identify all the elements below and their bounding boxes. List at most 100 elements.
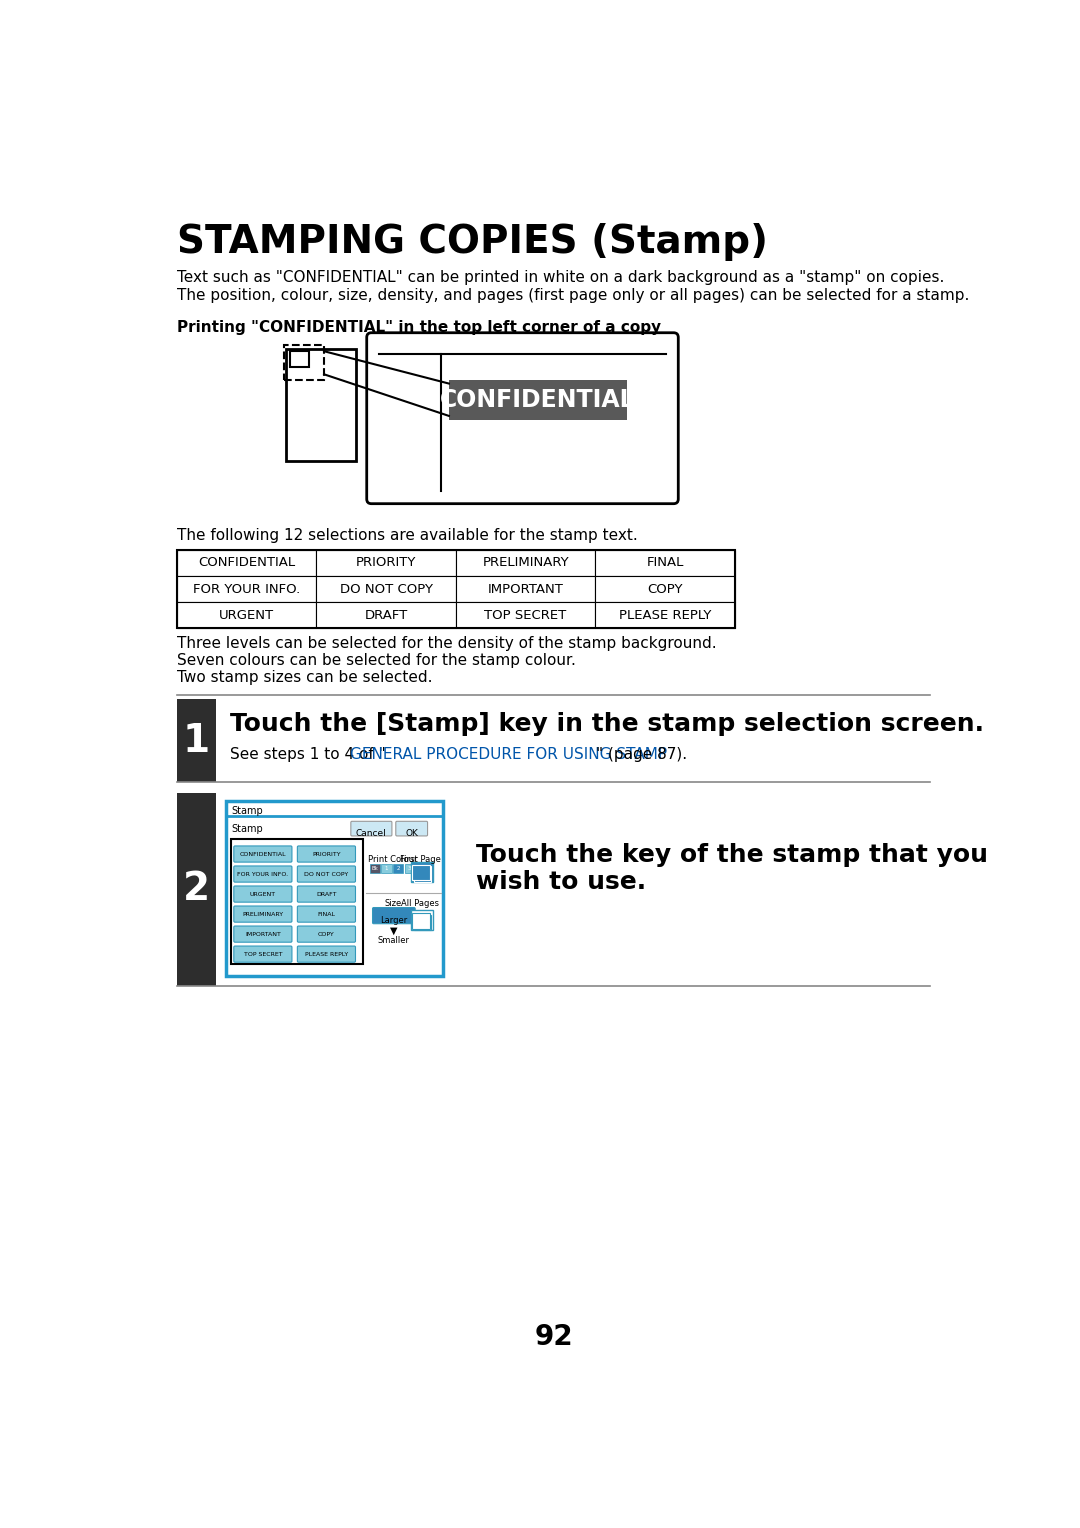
Bar bbox=[414, 915, 431, 931]
Text: COPY: COPY bbox=[647, 582, 683, 596]
Text: 92: 92 bbox=[535, 1323, 572, 1351]
Bar bbox=[286, 348, 356, 460]
Bar bbox=[595, 576, 734, 602]
Text: CONFIDENTIAL: CONFIDENTIAL bbox=[240, 851, 286, 857]
FancyBboxPatch shape bbox=[233, 946, 292, 963]
Text: FOR YOUR INFO.: FOR YOUR INFO. bbox=[238, 871, 288, 877]
Text: Cancel: Cancel bbox=[356, 828, 387, 837]
Text: CONFIDENTIAL: CONFIDENTIAL bbox=[441, 388, 636, 411]
Text: 1: 1 bbox=[183, 721, 210, 759]
Text: Three levels can be selected for the density of the stamp background.: Three levels can be selected for the den… bbox=[177, 636, 716, 651]
FancyBboxPatch shape bbox=[233, 906, 292, 923]
Bar bbox=[316, 576, 456, 602]
Text: OK: OK bbox=[405, 828, 418, 837]
Text: PRIORITY: PRIORITY bbox=[312, 851, 340, 857]
Text: COPY: COPY bbox=[318, 932, 335, 937]
Text: DRAFT: DRAFT bbox=[364, 608, 408, 622]
Text: " (page 87).: " (page 87). bbox=[596, 747, 687, 762]
Text: Touch the [Stamp] key in the stamp selection screen.: Touch the [Stamp] key in the stamp selec… bbox=[230, 712, 984, 735]
Bar bbox=[227, 801, 444, 976]
Bar bbox=[449, 380, 627, 420]
Bar bbox=[177, 793, 216, 986]
Text: The position, colour, size, density, and pages (first page only or all pages) ca: The position, colour, size, density, and… bbox=[177, 289, 969, 303]
Text: Smaller: Smaller bbox=[378, 935, 409, 944]
Bar bbox=[595, 550, 734, 576]
Bar bbox=[413, 865, 430, 880]
Text: See steps 1 to 4 of ": See steps 1 to 4 of " bbox=[230, 747, 386, 762]
Text: PRELIMINARY: PRELIMINARY bbox=[483, 556, 569, 570]
Bar bbox=[381, 863, 392, 874]
Text: Stamp: Stamp bbox=[231, 824, 262, 834]
FancyBboxPatch shape bbox=[297, 866, 355, 882]
Text: 2: 2 bbox=[183, 871, 210, 909]
Text: FINAL: FINAL bbox=[647, 556, 684, 570]
Text: GENERAL PROCEDURE FOR USING STAMP: GENERAL PROCEDURE FOR USING STAMP bbox=[350, 747, 667, 762]
Bar bbox=[316, 602, 456, 628]
Bar bbox=[177, 550, 734, 628]
Text: DO NOT COPY: DO NOT COPY bbox=[305, 871, 349, 877]
FancyBboxPatch shape bbox=[373, 908, 415, 924]
Text: STAMPING COPIES (Stamp): STAMPING COPIES (Stamp) bbox=[177, 223, 768, 261]
Bar bbox=[456, 602, 595, 628]
FancyBboxPatch shape bbox=[297, 946, 355, 963]
FancyBboxPatch shape bbox=[233, 926, 292, 943]
Text: DRAFT: DRAFT bbox=[316, 891, 337, 897]
Bar bbox=[410, 911, 433, 931]
Bar bbox=[231, 839, 363, 964]
Text: CONFIDENTIAL: CONFIDENTIAL bbox=[198, 556, 295, 570]
Text: DO NOT COPY: DO NOT COPY bbox=[339, 582, 433, 596]
Bar bbox=[177, 700, 216, 782]
Bar bbox=[316, 550, 456, 576]
Text: All Pages: All Pages bbox=[401, 900, 440, 909]
Bar bbox=[456, 550, 595, 576]
Bar bbox=[177, 550, 316, 576]
Text: 2: 2 bbox=[396, 866, 400, 871]
FancyBboxPatch shape bbox=[367, 333, 678, 504]
Text: Bk: Bk bbox=[372, 866, 378, 871]
Bar bbox=[456, 576, 595, 602]
Bar bbox=[414, 866, 431, 882]
Text: The following 12 selections are available for the stamp text.: The following 12 selections are availabl… bbox=[177, 529, 637, 544]
Text: Stamp: Stamp bbox=[231, 805, 262, 816]
Text: Printing "CONFIDENTIAL" in the top left corner of a copy: Printing "CONFIDENTIAL" in the top left … bbox=[177, 321, 661, 336]
Text: Touch the key of the stamp that you: Touch the key of the stamp that you bbox=[476, 843, 988, 868]
Text: Two stamp sizes can be selected.: Two stamp sizes can be selected. bbox=[177, 669, 432, 685]
Text: First Page: First Page bbox=[400, 854, 441, 863]
Text: PLEASE REPLY: PLEASE REPLY bbox=[305, 952, 348, 957]
Text: IMPORTANT: IMPORTANT bbox=[245, 932, 281, 937]
Text: Seven colours can be selected for the stamp colour.: Seven colours can be selected for the st… bbox=[177, 652, 576, 668]
Bar bbox=[595, 602, 734, 628]
Text: TOP SECRET: TOP SECRET bbox=[244, 952, 282, 957]
FancyBboxPatch shape bbox=[233, 866, 292, 882]
Text: PRIORITY: PRIORITY bbox=[356, 556, 416, 570]
Text: 1: 1 bbox=[384, 866, 388, 871]
FancyBboxPatch shape bbox=[297, 906, 355, 923]
Bar bbox=[284, 345, 324, 380]
Text: ▼: ▼ bbox=[390, 926, 397, 935]
Bar bbox=[291, 351, 309, 367]
FancyBboxPatch shape bbox=[297, 886, 355, 902]
Text: URGENT: URGENT bbox=[249, 891, 275, 897]
Text: Print Colour: Print Colour bbox=[368, 854, 418, 863]
Text: Size: Size bbox=[384, 900, 402, 909]
Text: URGENT: URGENT bbox=[219, 608, 274, 622]
FancyBboxPatch shape bbox=[233, 886, 292, 902]
FancyBboxPatch shape bbox=[297, 926, 355, 943]
Text: IMPORTANT: IMPORTANT bbox=[488, 582, 564, 596]
Text: PLEASE REPLY: PLEASE REPLY bbox=[619, 608, 712, 622]
FancyBboxPatch shape bbox=[233, 847, 292, 862]
Text: FINAL: FINAL bbox=[318, 912, 336, 917]
Bar bbox=[410, 862, 433, 882]
Bar bbox=[369, 863, 380, 874]
Bar bbox=[413, 914, 430, 929]
Bar bbox=[177, 602, 316, 628]
Bar bbox=[405, 863, 415, 874]
FancyBboxPatch shape bbox=[297, 847, 355, 862]
Text: wish to use.: wish to use. bbox=[476, 871, 646, 894]
Text: Larger: Larger bbox=[380, 917, 407, 926]
Bar bbox=[177, 576, 316, 602]
Text: TOP SECRET: TOP SECRET bbox=[485, 608, 567, 622]
Text: 3: 3 bbox=[408, 866, 411, 871]
Text: Text such as "CONFIDENTIAL" can be printed in white on a dark background as a "s: Text such as "CONFIDENTIAL" can be print… bbox=[177, 269, 944, 284]
Text: PRELIMINARY: PRELIMINARY bbox=[242, 912, 283, 917]
